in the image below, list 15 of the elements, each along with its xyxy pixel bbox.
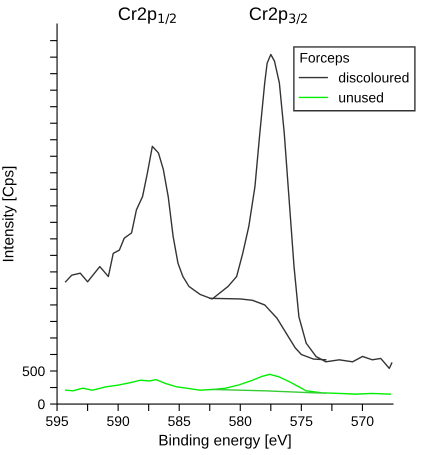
x-tick-label: 585 bbox=[168, 416, 190, 426]
y-tick-label: 500 bbox=[22, 366, 45, 376]
x-tick-label: 580 bbox=[229, 416, 252, 426]
text: Cr2p$_{1/2}$ bbox=[118, 7, 176, 24]
legend-label: discoloured bbox=[338, 72, 408, 83]
legend-label: unused bbox=[339, 92, 383, 102]
x-tick-label: 590 bbox=[107, 416, 130, 426]
y-axis-title: Intensity [Cps] bbox=[2, 166, 17, 262]
x-tick-label: 575 bbox=[290, 416, 312, 426]
x-axis-title: Binding energy [eV] bbox=[160, 434, 291, 449]
y-tick-label: 0 bbox=[38, 399, 45, 410]
x-tick-label: 570 bbox=[351, 416, 374, 426]
x-tick-label: 595 bbox=[46, 416, 68, 426]
legend-title: Forceps bbox=[300, 52, 350, 66]
text: Cr2p$_{3/2}$ bbox=[250, 7, 307, 24]
